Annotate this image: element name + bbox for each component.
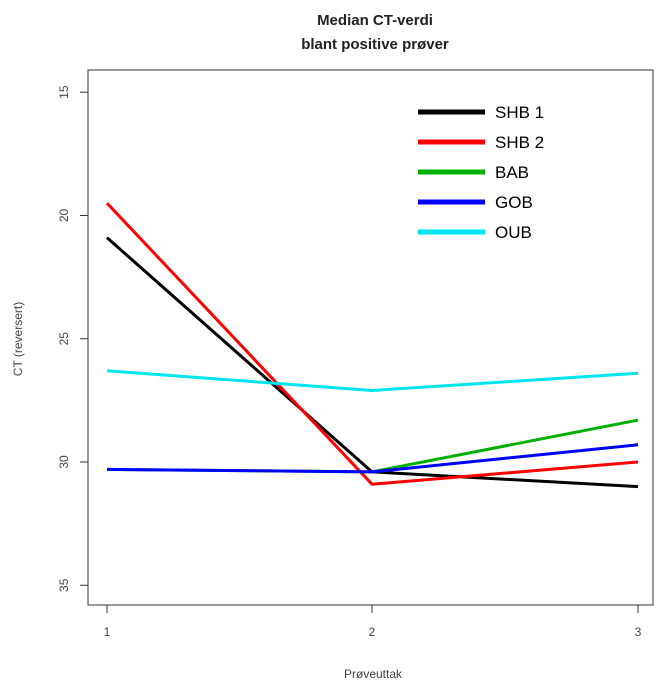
x-axis: 1 2 3 xyxy=(104,605,642,639)
legend-label-shb-2: SHB 2 xyxy=(495,133,544,152)
x-tick-label: 3 xyxy=(635,625,642,639)
chart-title-line-2: blant positive prøver xyxy=(301,36,449,53)
series-line-oub xyxy=(106,369,639,393)
series-line-gob xyxy=(106,443,639,474)
y-tick-label: 15 xyxy=(57,85,71,99)
y-tick-label: 20 xyxy=(57,208,71,222)
series-line-shb-2 xyxy=(105,202,639,486)
legend-label-shb-1: SHB 1 xyxy=(495,103,544,122)
x-axis-label: Prøveuttak xyxy=(344,667,403,681)
y-tick-label: 35 xyxy=(57,578,71,592)
series-lines xyxy=(105,202,639,489)
legend: SHB 1 SHB 2 BAB GOB OUB xyxy=(418,103,544,242)
x-tick-label: 2 xyxy=(369,625,376,639)
legend-label-bab: BAB xyxy=(495,163,529,182)
series-line-shb-1 xyxy=(106,236,639,489)
x-tick-label: 1 xyxy=(104,625,111,639)
plot-area-frame xyxy=(87,69,654,606)
y-axis: 15 20 25 30 35 xyxy=(57,85,88,592)
y-axis-label: CT (reversert) xyxy=(11,302,25,376)
legend-label-oub: OUB xyxy=(495,223,532,242)
y-tick-label: 30 xyxy=(57,455,71,469)
legend-label-gob: GOB xyxy=(495,193,533,212)
y-tick-label: 25 xyxy=(57,332,71,346)
series-line-bab xyxy=(106,418,639,474)
chart-title-line-1: Median CT-verdi xyxy=(317,12,433,29)
